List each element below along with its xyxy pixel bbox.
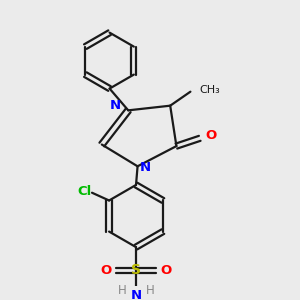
Text: O: O [205,129,216,142]
Text: H: H [118,284,126,297]
Text: N: N [110,99,122,112]
Text: N: N [140,161,151,174]
Text: O: O [160,264,171,277]
Text: Cl: Cl [77,185,92,198]
Text: N: N [130,289,142,300]
Text: O: O [101,264,112,277]
Text: S: S [131,263,141,278]
Text: CH₃: CH₃ [200,85,220,95]
Text: H: H [146,284,154,297]
